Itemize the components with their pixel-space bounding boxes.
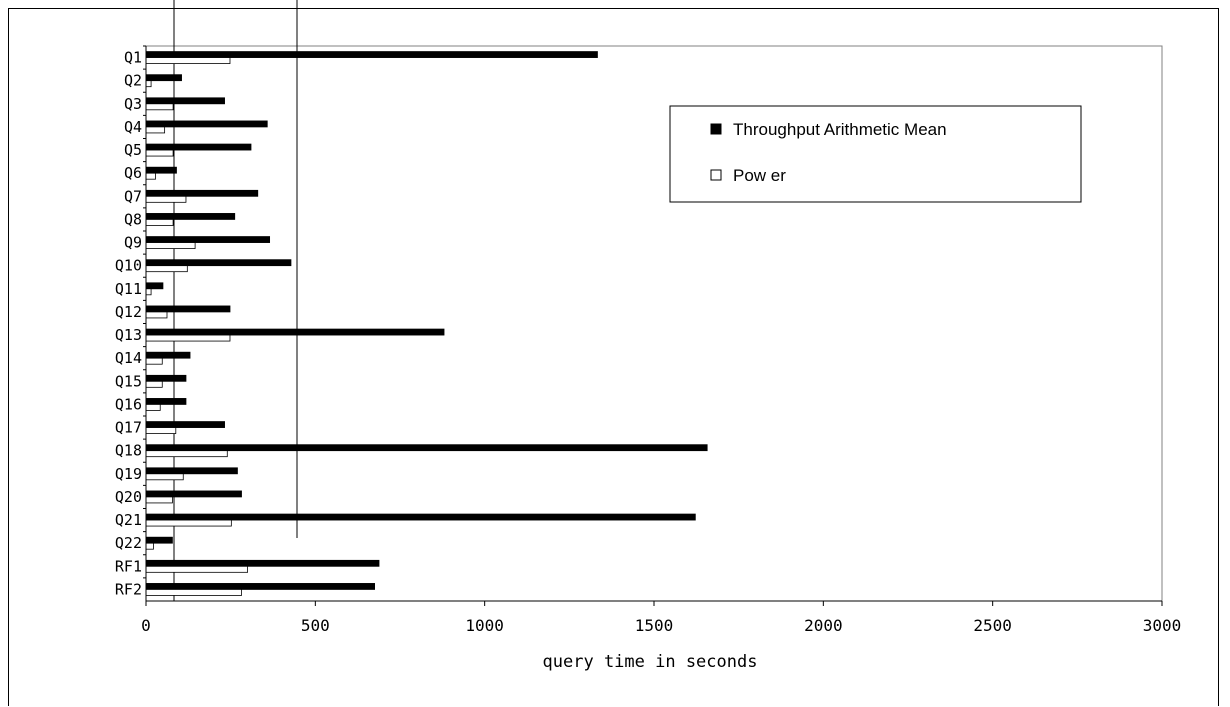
y-tick-label-q8: Q8 xyxy=(124,210,142,228)
bar-power-q10 xyxy=(145,265,188,273)
bar-throughput-q4 xyxy=(145,120,268,128)
bar-throughput-q22 xyxy=(145,536,173,544)
legend-box xyxy=(669,105,1082,203)
x-tick-label-1000: 1000 xyxy=(465,616,504,635)
bar-throughput-q3 xyxy=(145,97,225,105)
bar-power-q15 xyxy=(145,380,163,388)
bar-throughput-q16 xyxy=(145,398,187,405)
bar-power-q6 xyxy=(145,172,156,180)
x-tick-label-2000: 2000 xyxy=(804,616,843,635)
y-tick-label-q6: Q6 xyxy=(124,164,142,182)
x-tick-label-2500: 2500 xyxy=(973,616,1012,635)
bar-power-q5 xyxy=(145,149,174,157)
y-tick-label-q14: Q14 xyxy=(115,349,142,367)
legend-swatch-throughput xyxy=(710,123,722,135)
bar-power-q2 xyxy=(145,80,152,88)
legend-label-throughput: Throughput Arithmetic Mean xyxy=(733,120,947,139)
y-tick-label-q5: Q5 xyxy=(124,141,142,159)
x-axis-ticks: 0 500 1000 1500 2000 2500 3000 xyxy=(141,601,1181,635)
y-tick-label-q18: Q18 xyxy=(115,442,142,460)
y-tick-label-q2: Q2 xyxy=(124,72,142,90)
bar-power-q8 xyxy=(145,219,174,226)
bar-throughput-q15 xyxy=(145,374,187,382)
bar-throughput-q11 xyxy=(145,282,164,290)
y-tick-label-q17: Q17 xyxy=(115,419,142,437)
bar-power-q1 xyxy=(145,57,231,64)
x-axis-label: query time in seconds xyxy=(543,652,758,672)
y-tick-label-q16: Q16 xyxy=(115,395,142,413)
bar-throughput-q17 xyxy=(145,421,225,428)
x-tick-label-3000: 3000 xyxy=(1143,616,1182,635)
legend-label-power: Pow er xyxy=(733,166,786,185)
bar-throughput-q9 xyxy=(145,236,271,243)
y-tick-label-q13: Q13 xyxy=(115,326,142,344)
y-tick-label-rf1: RF1 xyxy=(115,557,142,575)
bar-power-q22 xyxy=(145,542,154,550)
legend-swatch-power xyxy=(710,169,722,181)
bar-power-q16 xyxy=(145,404,161,411)
bar-power-rf2 xyxy=(145,589,242,596)
bar-power-q12 xyxy=(145,311,168,319)
bar-power-q9 xyxy=(145,242,196,249)
y-tick-label-q1: Q1 xyxy=(124,49,142,67)
y-tick-label-q3: Q3 xyxy=(124,95,142,113)
bar-power-q21 xyxy=(145,519,232,527)
y-tick-label-q15: Q15 xyxy=(115,372,142,390)
bar-throughput-rf1 xyxy=(145,559,380,567)
bar-throughput-q20 xyxy=(145,490,242,498)
bar-power-q14 xyxy=(145,357,163,365)
bar-throughput-q2 xyxy=(145,74,182,82)
bar-throughput-q13 xyxy=(145,328,445,336)
bar-throughput-q5 xyxy=(145,143,252,151)
bar-power-q13 xyxy=(145,334,231,342)
y-tick-label-q9: Q9 xyxy=(124,234,142,252)
y-tick-label-q11: Q11 xyxy=(115,280,142,298)
bar-power-q11 xyxy=(145,288,152,296)
y-axis-ticks: Q1 Q2 Q3 Q4 Q5 Q6 Q7 Q8 Q9 Q10 Q11 Q12 Q13 Q14 Q15 Q16 Q… xyxy=(115,45,146,598)
bar-power-q20 xyxy=(145,496,173,504)
bar-throughput-q19 xyxy=(145,467,238,475)
y-tick-label-q20: Q20 xyxy=(115,488,142,506)
bar-power-q7 xyxy=(145,195,187,203)
x-tick-label-0: 0 xyxy=(141,616,151,635)
bar-throughput-q10 xyxy=(145,259,292,267)
bar-throughput-rf2 xyxy=(145,583,376,590)
bar-throughput-q6 xyxy=(145,166,177,174)
bar-throughput-q8 xyxy=(145,213,236,220)
y-tick-label-q22: Q22 xyxy=(115,534,142,552)
y-tick-label-q7: Q7 xyxy=(124,187,142,205)
bar-power-rf1 xyxy=(145,565,248,573)
x-tick-label-500: 500 xyxy=(301,616,330,635)
bar-throughput-q21 xyxy=(145,513,696,521)
chart-frame xyxy=(8,8,1219,706)
bar-throughput-q14 xyxy=(145,351,191,359)
bar-power-q18 xyxy=(145,450,228,458)
y-tick-label-q4: Q4 xyxy=(124,118,142,136)
y-tick-label-rf2: RF2 xyxy=(115,580,142,598)
bar-power-q3 xyxy=(145,103,174,111)
bar-power-q19 xyxy=(145,473,184,481)
y-tick-label-q19: Q19 xyxy=(115,465,142,483)
x-tick-label-1500: 1500 xyxy=(635,616,674,635)
legend: Throughput Arithmetic Mean Pow er xyxy=(669,105,1082,203)
bar-throughput-q18 xyxy=(145,444,708,452)
y-tick-label-q10: Q10 xyxy=(115,257,142,275)
bar-throughput-q7 xyxy=(145,189,259,197)
bar-throughput-q12 xyxy=(145,305,231,313)
y-tick-label-q21: Q21 xyxy=(115,511,142,529)
bar-power-q17 xyxy=(145,427,177,434)
bar-throughput-q1 xyxy=(145,51,598,58)
bar-power-q4 xyxy=(145,126,166,134)
y-tick-label-q12: Q12 xyxy=(115,303,142,321)
